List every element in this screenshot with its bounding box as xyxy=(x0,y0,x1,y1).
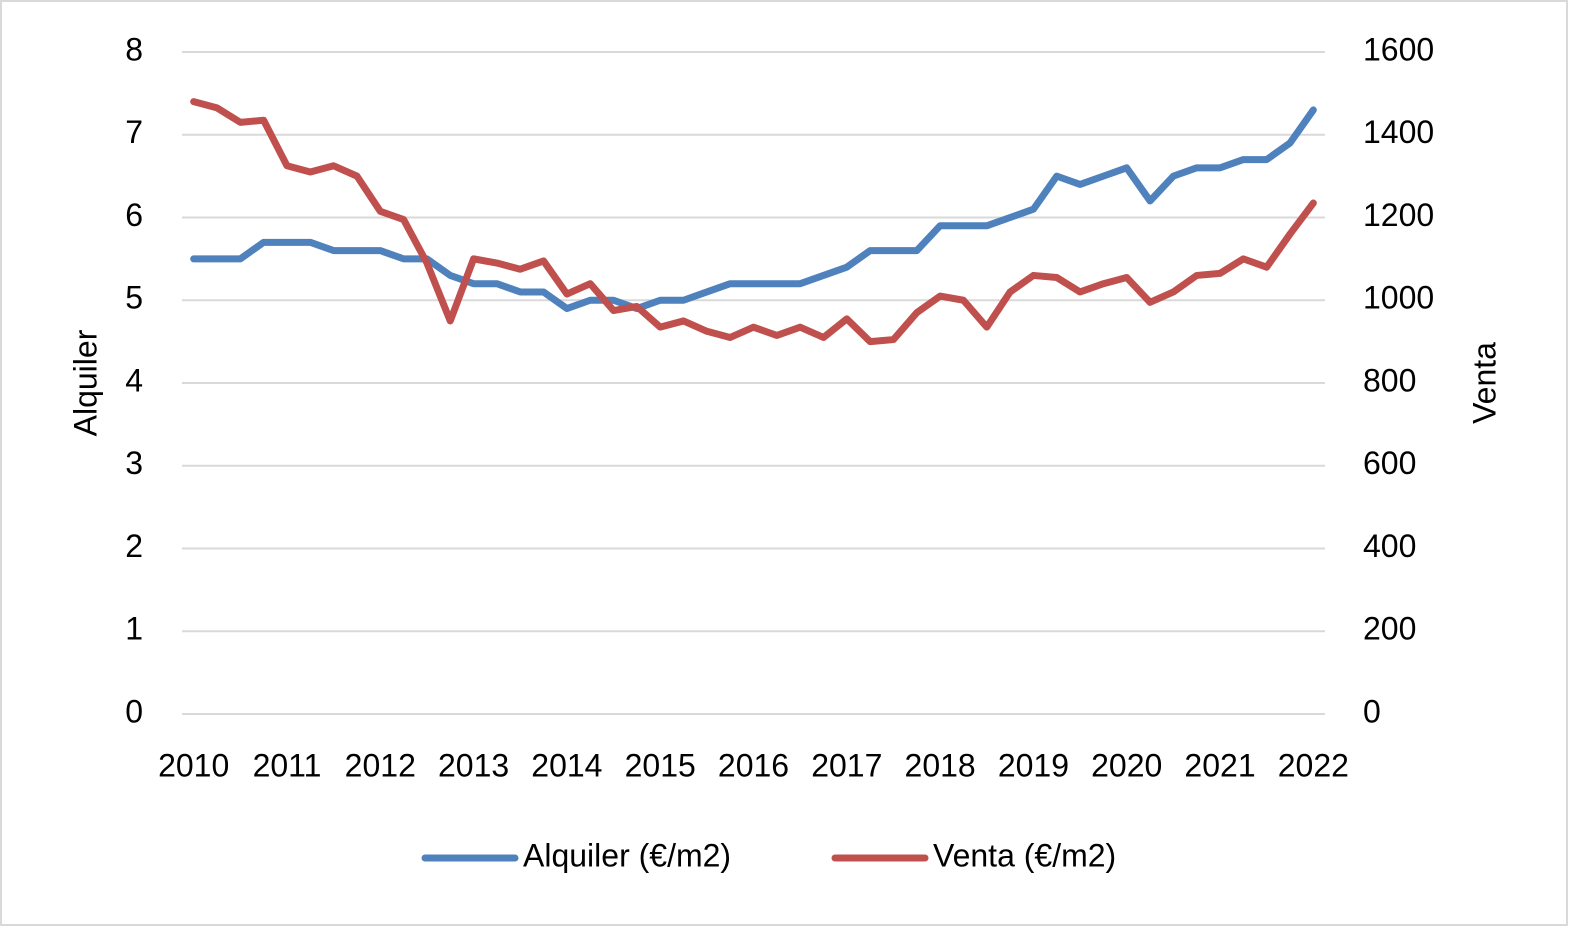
x-tick-label: 2020 xyxy=(1091,747,1162,783)
x-tick-label: 2019 xyxy=(998,747,1069,783)
y-axis-title: Alquiler xyxy=(67,329,103,436)
y-tick-label: 4 xyxy=(125,362,143,398)
y2-tick-label: 1600 xyxy=(1363,31,1434,67)
y2-tick-label: 0 xyxy=(1363,693,1381,729)
y2-tick-label: 200 xyxy=(1363,611,1416,647)
y2-tick-label: 800 xyxy=(1363,362,1416,398)
legend-label: Venta (€/m2) xyxy=(933,837,1116,873)
x-tick-label: 2016 xyxy=(718,747,789,783)
x-tick-label: 2012 xyxy=(345,747,416,783)
series-line xyxy=(190,98,1317,346)
y-tick-label: 3 xyxy=(125,445,143,481)
x-tick-label: 2022 xyxy=(1278,747,1349,783)
x-tick-label: 2018 xyxy=(905,747,976,783)
x-tick-label: 2017 xyxy=(811,747,882,783)
y-tick-label: 1 xyxy=(125,611,143,647)
y2-axis-title: Venta xyxy=(1466,342,1502,424)
y2-tick-label: 400 xyxy=(1363,528,1416,564)
y-tick-label: 5 xyxy=(125,280,143,316)
x-tick-label: 2021 xyxy=(1184,747,1255,783)
y-tick-label: 6 xyxy=(125,197,143,233)
y2-tick-label: 600 xyxy=(1363,445,1416,481)
x-tick-label: 2013 xyxy=(438,747,509,783)
x-tick-label: 2011 xyxy=(253,747,322,783)
x-tick-label: 2014 xyxy=(531,747,602,783)
y2-tick-label: 1000 xyxy=(1363,280,1434,316)
legend-label: Alquiler (€/m2) xyxy=(523,837,731,873)
y2-tick-label: 1400 xyxy=(1363,114,1434,150)
y-tick-label: 0 xyxy=(125,693,143,729)
series-line xyxy=(190,106,1317,313)
y-tick-label: 8 xyxy=(125,31,143,67)
y2-tick-label: 1200 xyxy=(1363,197,1434,233)
y-tick-label: 7 xyxy=(125,114,143,150)
x-tick-label: 2015 xyxy=(625,747,696,783)
x-tick-label: 2010 xyxy=(158,747,229,783)
y-tick-label: 2 xyxy=(125,528,143,564)
